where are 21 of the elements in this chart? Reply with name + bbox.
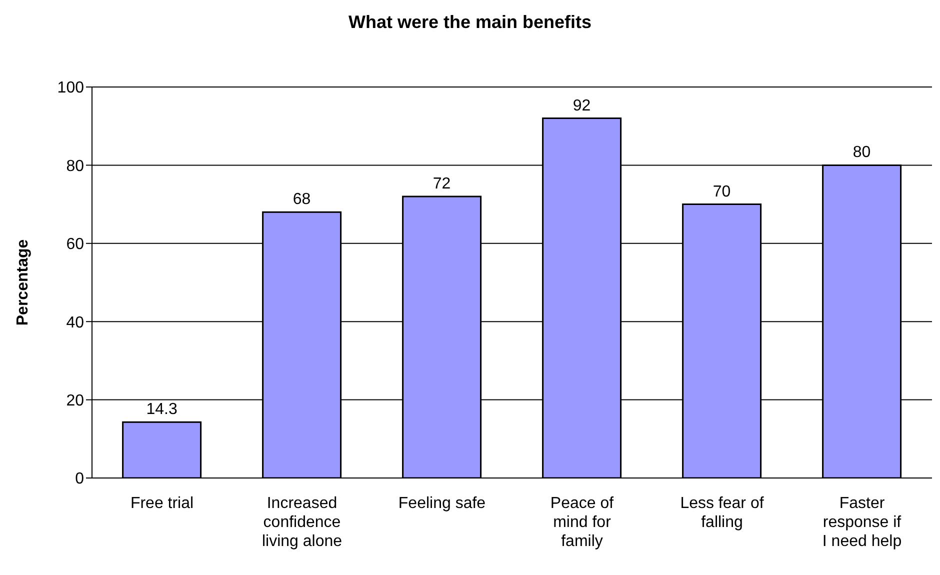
x-tick-label: Faster response if I need help [822, 495, 902, 550]
data-label: 70 [712, 183, 731, 200]
data-label: 68 [292, 191, 311, 208]
data-label: 72 [432, 175, 451, 192]
x-tick-label: Less fear of falling [680, 495, 764, 531]
x-tick-label: Increased confidence living alone [262, 495, 342, 550]
data-label: 92 [572, 97, 591, 114]
data-label: 80 [852, 144, 871, 162]
chart-title: What were the main benefits [347, 11, 593, 34]
y-tick-label: 0 [75, 470, 84, 488]
y-tick-label: 40 [66, 314, 84, 332]
y-tick-label: 20 [66, 392, 84, 410]
y-tick-label: 60 [66, 236, 84, 254]
data-label: 14.3 [146, 401, 178, 418]
x-tick-label: Free trial [130, 495, 194, 512]
y-axis-title: Percentage [14, 239, 32, 326]
bar [122, 421, 202, 478]
y-tick-label: 80 [66, 158, 84, 175]
x-tick-label: Peace of mind for family [550, 495, 614, 550]
y-tick-label: 100 [57, 80, 84, 97]
x-tick-label: Feeling safe [398, 495, 486, 512]
